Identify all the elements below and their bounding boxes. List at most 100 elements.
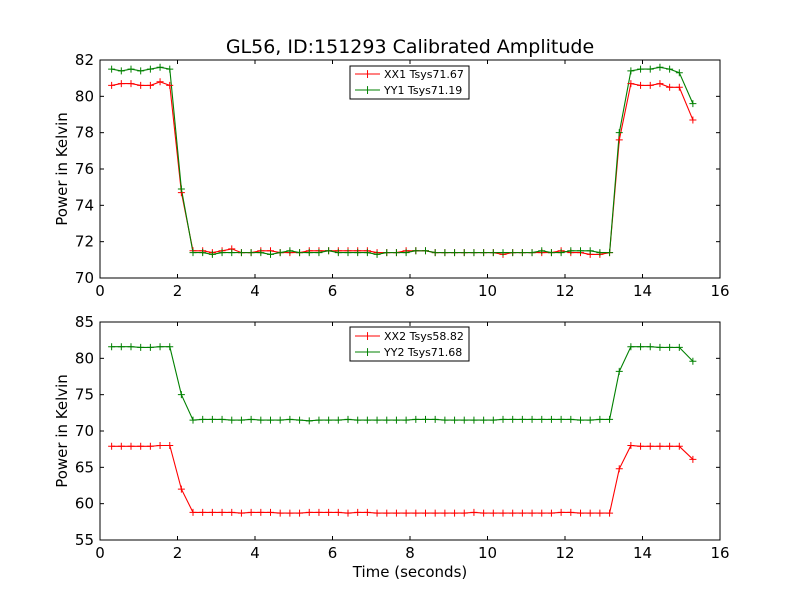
bottom-series-1-point — [528, 415, 536, 423]
top-series-1-point — [480, 249, 488, 257]
bottom-x-tick-label: 16 — [710, 544, 729, 562]
bottom-y-tick-label: 55 — [75, 531, 94, 549]
bottom-x-tick-label: 12 — [555, 544, 574, 562]
bottom-series-0-point — [166, 442, 174, 450]
top-y-tick-label: 72 — [75, 233, 94, 251]
bottom-series-0-point — [606, 509, 614, 517]
bottom-series-1-point — [363, 416, 371, 424]
bottom-series-1-point — [675, 343, 683, 351]
top-series-1-point — [286, 247, 294, 255]
bottom-series-0-point — [257, 508, 265, 516]
top-y-tick-label: 80 — [75, 87, 94, 105]
bottom-series-0-point — [108, 442, 116, 450]
bottom-series-0-point — [146, 442, 154, 450]
bottom-series-0-point — [286, 509, 294, 517]
top-series-1-point — [199, 249, 207, 257]
bottom-series-0-point — [267, 508, 274, 516]
bottom-series-1-point — [189, 416, 197, 424]
bottom-series-0-point — [460, 509, 468, 517]
top-series-1-point — [315, 249, 323, 257]
top-series-0-point — [146, 81, 154, 89]
top-y-tick-label: 78 — [75, 124, 94, 142]
bottom-series-1-point — [218, 415, 226, 423]
bottom-series-1-point — [334, 416, 342, 424]
top-series-1-point — [383, 249, 391, 257]
top-series-1-point — [528, 249, 536, 257]
top-series-1-point — [228, 249, 236, 257]
bottom-series-0-point — [656, 442, 664, 450]
bottom-series-1-point — [286, 415, 294, 423]
top-series-1-point — [637, 65, 645, 73]
top-series-1-point — [363, 249, 371, 257]
bottom-series-1-point — [177, 391, 185, 399]
top-series-0-point — [156, 78, 164, 86]
bottom-x-tick-label: 14 — [633, 544, 652, 562]
bottom-series-0-point — [480, 509, 488, 517]
bottom-series-0-point — [373, 509, 381, 517]
bottom-series-1-point — [666, 343, 674, 351]
bottom-series-0-point — [247, 508, 255, 516]
bottom-series-1-point — [156, 343, 164, 351]
top-y-axis-label: Power in Kelvin — [53, 112, 71, 226]
top-series-1-point — [412, 247, 420, 255]
bottom-series-0-point — [538, 509, 546, 517]
bottom-series-1-point — [108, 343, 116, 351]
top-series-1-point — [557, 249, 565, 257]
bottom-series-0-point — [431, 509, 439, 517]
bottom-series-0-point — [666, 442, 674, 450]
top-series-0-point — [627, 80, 635, 88]
top-x-tick-label: 2 — [173, 282, 183, 300]
top-x-tick-label: 16 — [710, 282, 729, 300]
top-series-1-point — [615, 129, 623, 137]
top-series-1-point — [596, 249, 604, 257]
top-series-1-point — [422, 247, 429, 255]
top-series-1-point — [460, 249, 468, 257]
top-x-tick-label: 10 — [478, 282, 497, 300]
bottom-series-1-point — [518, 415, 526, 423]
top-y-tick-label: 70 — [75, 269, 94, 287]
bottom-series-1-point — [354, 416, 362, 424]
bottom-x-tick-label: 6 — [328, 544, 338, 562]
bottom-series-1-point — [538, 415, 546, 423]
bottom-series-1-point — [431, 415, 439, 423]
top-x-tick-label: 12 — [555, 282, 574, 300]
bottom-series-1-point — [276, 416, 284, 424]
top-series-1-point — [108, 65, 116, 73]
bottom-series-0-point — [354, 508, 362, 516]
bottom-series-0-point — [325, 508, 333, 516]
bottom-series-0-point — [489, 509, 497, 517]
bottom-series-1-point — [480, 416, 488, 424]
top-series-1-point — [441, 249, 449, 257]
top-series-0-point — [166, 81, 174, 89]
bottom-axis-ticks: 0 2 4 6 8 10 12 14 16 55 60 65 70 75 80 85 — [75, 313, 730, 562]
bottom-series-0-point — [646, 442, 654, 450]
bottom-series-0-point — [334, 508, 342, 516]
bottom-x-tick-label: 0 — [95, 544, 105, 562]
top-series-1-point — [305, 249, 313, 257]
top-series-1-point — [567, 247, 575, 255]
bottom-series-1-point — [441, 416, 449, 424]
bottom-series-1-point — [460, 416, 468, 424]
top-series-1-point — [354, 249, 362, 257]
top-y-tick-label: 76 — [75, 160, 94, 178]
bottom-series-1-point — [392, 416, 400, 424]
bottom-series-1-point — [615, 367, 623, 375]
bottom-x-tick-label: 4 — [250, 544, 260, 562]
top-x-tick-label: 14 — [633, 282, 652, 300]
bottom-series-0-point — [528, 509, 536, 517]
bottom-series-1-point — [325, 416, 333, 424]
top-series-1-point — [499, 249, 507, 257]
bottom-series-0-point — [567, 508, 575, 516]
top-series-1-point — [538, 247, 546, 255]
top-series-1-point — [656, 63, 664, 71]
top-x-tick-label: 6 — [328, 282, 338, 300]
bottom-series-0-point — [557, 508, 565, 516]
bottom-series-1-point — [606, 415, 614, 423]
bottom-x-tick-label: 2 — [173, 544, 183, 562]
bottom-series-0-point — [177, 485, 185, 493]
bottom-series-1-point — [315, 416, 323, 424]
bottom-series-1-point — [557, 415, 565, 423]
bottom-series-0-point — [547, 509, 555, 517]
top-series-1-point — [276, 249, 284, 257]
bottom-series-0-point — [402, 509, 410, 517]
